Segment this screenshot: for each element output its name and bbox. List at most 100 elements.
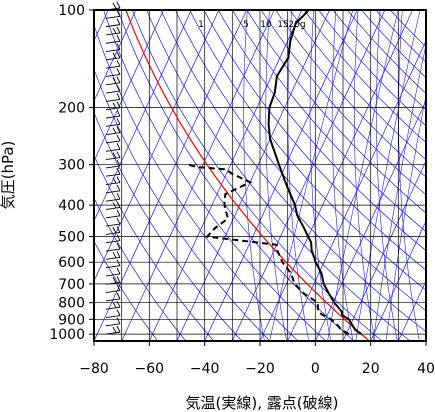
wind-barb-flag <box>116 226 121 233</box>
mixing-ratio-line <box>327 10 399 341</box>
wind-barb-shaft <box>105 65 121 69</box>
wind-barb-flag <box>112 27 117 34</box>
dry-adiabat <box>203 10 426 271</box>
wind-barb-flag <box>116 168 121 175</box>
wind-barb <box>105 251 121 260</box>
dry-adiabat <box>103 10 327 341</box>
wind-barb <box>105 18 121 28</box>
dry-adiabat <box>375 10 426 63</box>
background-line-layer <box>94 10 426 341</box>
wind-barb-flag <box>116 309 121 316</box>
moist-adiabat <box>309 10 332 341</box>
isotherm <box>397 280 426 341</box>
wind-barb <box>105 217 121 227</box>
wind-barb <box>105 143 121 152</box>
wind-barb-flag <box>112 252 117 259</box>
wind-barb <box>105 292 121 302</box>
y-tick-label: 800 <box>58 296 85 312</box>
isotherm <box>287 40 426 341</box>
wind-barb-shaft <box>105 57 121 61</box>
wind-barb-shaft <box>105 265 121 269</box>
wind-barb <box>105 10 121 19</box>
dry-adiabat <box>289 10 426 161</box>
mixing-ratio-line <box>372 43 426 341</box>
x-tick-label: 20 <box>362 361 380 377</box>
y-tick-label: 600 <box>58 255 85 271</box>
moist-adiabat <box>243 10 265 341</box>
wind-barb-flag <box>116 18 121 25</box>
mixing-ratio-label: 1 <box>198 20 204 30</box>
mixing-ratio-label: 5 <box>243 20 249 30</box>
wind-barb-shaft <box>105 182 121 185</box>
wind-barb <box>105 192 121 202</box>
y-tick-label: 400 <box>58 198 85 214</box>
isotherm <box>121 10 275 341</box>
wind-barb-shaft <box>105 256 121 260</box>
wind-barb <box>105 35 121 44</box>
wind-barb-shaft <box>105 49 121 53</box>
isotherm <box>370 220 426 341</box>
wind-barb-flag <box>116 68 121 75</box>
x-tick-label: 0 <box>311 361 320 377</box>
y-tick-label: 200 <box>58 101 85 117</box>
moist-adiabat <box>398 10 420 341</box>
x-tick-label: −40 <box>190 361 220 377</box>
wind-barb-shaft <box>105 15 121 19</box>
dry-adiabat <box>361 10 426 79</box>
wind-barb-flag <box>116 192 121 200</box>
moist-adiabat <box>376 10 398 341</box>
dry-adiabat <box>160 10 426 333</box>
wind-barb <box>105 300 121 310</box>
wind-barb-shaft <box>105 298 121 302</box>
x-axis-label: 気温(実線), 露点(破線) <box>186 394 339 412</box>
y-tick-label: 700 <box>58 277 85 293</box>
y-tick-label: 500 <box>58 230 85 246</box>
y-tick-label: 100 <box>58 3 85 19</box>
dry-adiabat <box>189 10 426 291</box>
isotherm <box>94 10 137 102</box>
wind-barb-shaft <box>105 98 121 102</box>
wind-barb-flag <box>116 300 121 308</box>
isotherm <box>94 10 220 282</box>
wind-barb-flag <box>116 151 121 158</box>
wind-barb <box>105 134 121 144</box>
wind-barb-shaft <box>105 157 121 161</box>
y-tick-label: 1000 <box>49 327 85 343</box>
wind-barb-shaft <box>105 323 121 327</box>
wind-barb-shaft <box>105 123 121 127</box>
wind-barb-flag <box>116 292 121 300</box>
wind-barb-shaft <box>105 173 121 177</box>
wind-barb-flag <box>112 52 117 59</box>
isotherm <box>94 10 247 341</box>
wind-barb <box>105 93 121 102</box>
y-axis-label: 気圧(hPa) <box>0 141 17 210</box>
isotherm <box>314 100 426 341</box>
wind-barb <box>105 126 121 136</box>
wind-barb-shaft <box>105 82 121 86</box>
dry-adiabat <box>217 10 426 252</box>
y-tick-label: 300 <box>58 158 85 174</box>
dry-adiabat <box>303 10 426 144</box>
x-tick-label: −60 <box>135 361 165 377</box>
x-tick-label: 40 <box>417 361 435 377</box>
wind-barb <box>105 234 121 244</box>
wind-barb-flag <box>116 317 121 325</box>
wind-barb-shaft <box>105 40 121 44</box>
wind-barb <box>105 43 121 53</box>
mixing-ratio-label: 10 <box>260 20 272 30</box>
wind-barb-flag <box>116 325 121 333</box>
wind-barb <box>105 118 121 127</box>
x-tick-label: −20 <box>245 361 275 377</box>
x-tick-label: −80 <box>79 361 109 377</box>
isotherm <box>176 10 330 341</box>
wind-barb <box>105 84 121 94</box>
wind-barb-flag <box>112 152 117 159</box>
wind-barb <box>105 51 121 61</box>
mixing-ratio-line <box>355 10 421 341</box>
moist-adiabat <box>354 10 376 341</box>
wind-barb-layer <box>105 1 121 335</box>
wind-barb <box>105 59 121 69</box>
wind-barb-shaft <box>105 223 121 227</box>
profile-layer <box>188 10 362 335</box>
